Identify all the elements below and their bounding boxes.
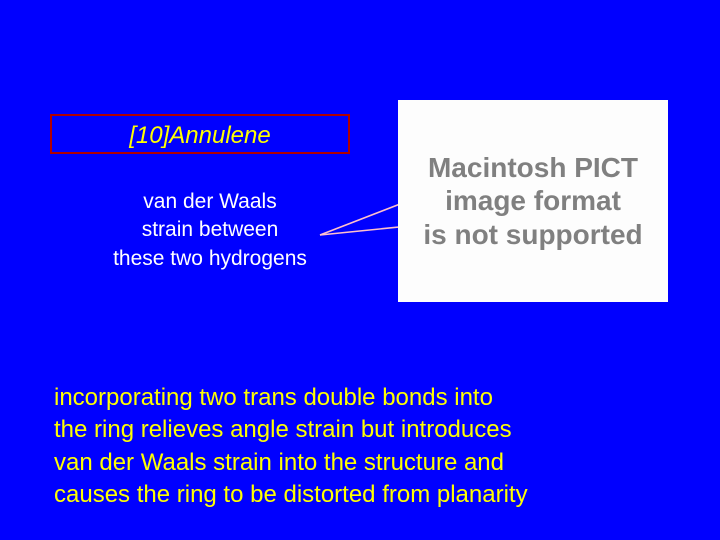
title-box: [10]Annulene [50, 114, 350, 154]
body-line-4: causes the ring to be distorted from pla… [54, 481, 528, 508]
caption-line-1: van der Waals [143, 190, 276, 213]
caption-line-3: these two hydrogens [113, 247, 307, 270]
body-line-2: the ring relieves angle strain but intro… [54, 416, 512, 443]
caption-block: van der Waals strain between these two h… [95, 188, 325, 273]
pict-line-1: Macintosh PICT [428, 151, 638, 185]
caption-line-2: strain between [142, 218, 279, 241]
pict-line-3: is not supported [423, 218, 642, 252]
body-paragraph: incorporating two trans double bonds int… [54, 382, 674, 512]
body-line-3: van der Waals strain into the structure … [54, 449, 504, 476]
pict-placeholder: Macintosh PICT image format is not suppo… [398, 100, 668, 302]
pict-line-2: image format [445, 184, 621, 218]
body-line-1: incorporating two trans double bonds int… [54, 384, 493, 411]
title-text: [10]Annulene [129, 122, 270, 149]
